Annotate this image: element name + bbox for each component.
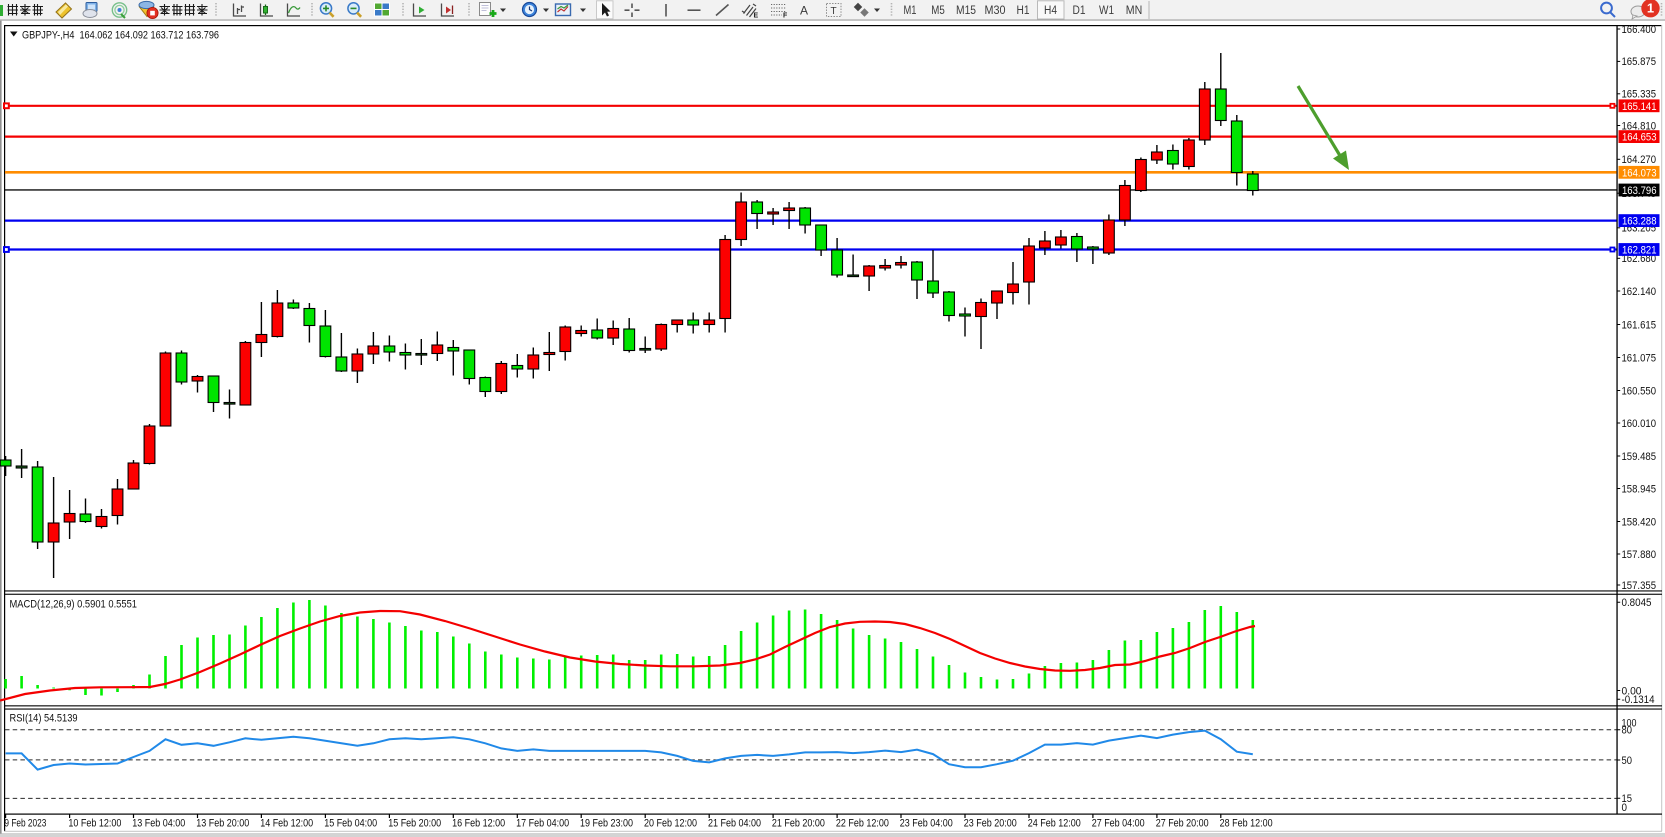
- svg-text:M30: M30: [985, 5, 1006, 17]
- svg-text:E: E: [754, 13, 759, 20]
- svg-text:H4: H4: [1044, 5, 1058, 17]
- svg-text:162.821: 162.821: [1622, 245, 1657, 257]
- svg-text:27 Feb 20:00: 27 Feb 20:00: [1156, 818, 1209, 830]
- svg-text:F: F: [783, 13, 788, 20]
- svg-text:14 Feb 12:00: 14 Feb 12:00: [260, 818, 313, 830]
- svg-text:D1: D1: [1073, 5, 1086, 17]
- svg-text:0: 0: [1622, 802, 1628, 814]
- svg-text:1: 1: [1647, 1, 1654, 16]
- svg-text:162.140: 162.140: [1622, 286, 1657, 298]
- svg-text:164.653: 164.653: [1622, 132, 1657, 144]
- svg-text:0.00: 0.00: [1622, 685, 1642, 697]
- svg-text:T: T: [831, 6, 837, 17]
- svg-text:50: 50: [1622, 755, 1633, 767]
- svg-text:13 Feb 04:00: 13 Feb 04:00: [132, 818, 185, 830]
- svg-text:165.335: 165.335: [1622, 89, 1657, 101]
- svg-text:10 Feb 12:00: 10 Feb 12:00: [68, 818, 121, 830]
- svg-text:159.485: 159.485: [1622, 451, 1657, 463]
- svg-text:161.615: 161.615: [1622, 319, 1657, 331]
- svg-text:16 Feb 12:00: 16 Feb 12:00: [452, 818, 505, 830]
- svg-text:161.075: 161.075: [1622, 352, 1657, 364]
- svg-text:20 Feb 12:00: 20 Feb 12:00: [644, 818, 697, 830]
- svg-text:17 Feb 04:00: 17 Feb 04:00: [516, 818, 569, 830]
- svg-text:19 Feb 23:00: 19 Feb 23:00: [580, 818, 633, 830]
- svg-text:24 Feb 12:00: 24 Feb 12:00: [1028, 818, 1081, 830]
- svg-text:166.400: 166.400: [1622, 24, 1657, 36]
- svg-text:13 Feb 20:00: 13 Feb 20:00: [196, 818, 249, 830]
- svg-text:158.420: 158.420: [1622, 516, 1657, 528]
- svg-text:158.945: 158.945: [1622, 483, 1657, 495]
- svg-text:162.680: 162.680: [1622, 253, 1657, 265]
- svg-text:A: A: [800, 4, 808, 18]
- svg-text:M15: M15: [956, 5, 976, 17]
- svg-text:M1: M1: [904, 5, 917, 17]
- svg-text:23 Feb 20:00: 23 Feb 20:00: [964, 818, 1017, 830]
- svg-text:M5: M5: [931, 5, 945, 17]
- svg-text:157.880: 157.880: [1622, 549, 1657, 561]
- svg-text:H1: H1: [1017, 5, 1030, 17]
- svg-text:W1: W1: [1099, 5, 1114, 17]
- svg-text:157.355: 157.355: [1622, 580, 1657, 592]
- svg-text:163.288: 163.288: [1622, 216, 1657, 228]
- svg-text:RSI(14) 54.5139: RSI(14) 54.5139: [10, 713, 78, 725]
- svg-text:MACD(12,26,9) 0.5901 0.5551: MACD(12,26,9) 0.5901 0.5551: [10, 599, 138, 611]
- svg-text:164.810: 164.810: [1622, 120, 1657, 132]
- svg-text:160.010: 160.010: [1622, 418, 1657, 430]
- svg-text:27 Feb 04:00: 27 Feb 04:00: [1092, 818, 1145, 830]
- svg-text:21 Feb 20:00: 21 Feb 20:00: [772, 818, 825, 830]
- svg-text:160.550: 160.550: [1622, 385, 1657, 397]
- svg-text:22 Feb 12:00: 22 Feb 12:00: [836, 818, 889, 830]
- svg-text:9 Feb 2023: 9 Feb 2023: [4, 818, 46, 830]
- svg-text:15: 15: [1622, 793, 1633, 805]
- svg-text:80: 80: [1622, 725, 1633, 737]
- svg-text:23 Feb 04:00: 23 Feb 04:00: [900, 818, 953, 830]
- svg-text:15 Feb 20:00: 15 Feb 20:00: [388, 818, 441, 830]
- svg-text:-0.1314: -0.1314: [1622, 694, 1655, 706]
- svg-text:165.875: 165.875: [1622, 56, 1657, 68]
- svg-text:164.270: 164.270: [1622, 154, 1657, 166]
- svg-text:GBPJPY-,H4 164.062 164.092 16: GBPJPY-,H4 164.062 164.092 163.712 163.7…: [22, 30, 219, 42]
- svg-text:163.796: 163.796: [1622, 185, 1657, 197]
- svg-text:0.8045: 0.8045: [1622, 597, 1652, 609]
- svg-text:100: 100: [1622, 717, 1637, 729]
- svg-text:165.141: 165.141: [1622, 101, 1657, 113]
- svg-text:164.073: 164.073: [1622, 167, 1657, 179]
- svg-text:21 Feb 04:00: 21 Feb 04:00: [708, 818, 761, 830]
- svg-text:15 Feb 04:00: 15 Feb 04:00: [324, 818, 377, 830]
- svg-text:MN: MN: [1126, 5, 1143, 17]
- svg-text:28 Feb 12:00: 28 Feb 12:00: [1220, 818, 1273, 830]
